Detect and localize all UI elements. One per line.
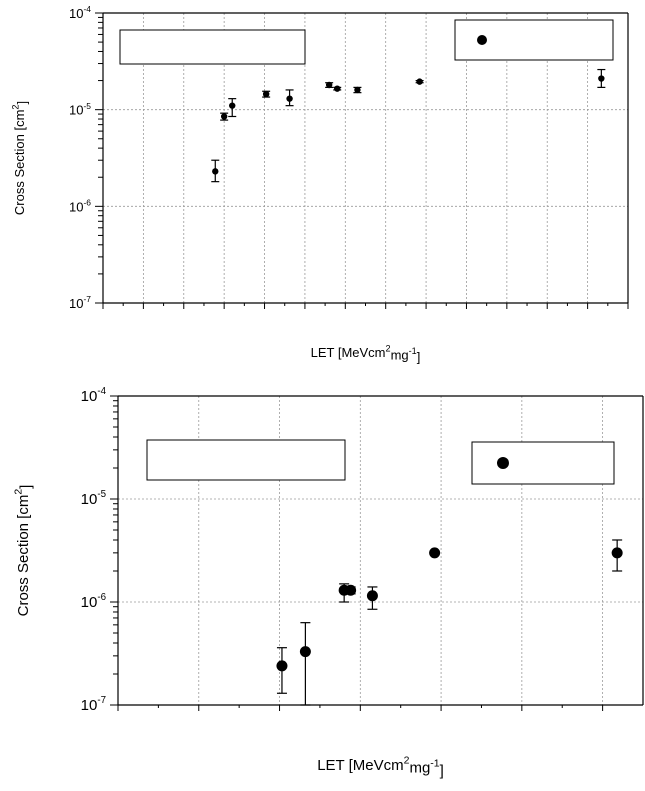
data-point — [220, 112, 229, 121]
legend-marker — [477, 35, 487, 45]
y-tick-label: 10-5 — [69, 101, 91, 118]
y-tick-label: 10-7 — [69, 294, 91, 311]
marker — [286, 95, 293, 102]
x-axis-label: LET [MeVcm2mg-1] — [317, 755, 444, 780]
marker — [262, 90, 270, 98]
x-axis-label: LET [MeVcm2mg-1] — [311, 344, 421, 365]
data-point — [262, 90, 271, 98]
y-tick-label: 10-6 — [81, 592, 106, 611]
y-axis-label: Cross Section [cm2] — [11, 101, 30, 215]
data-point — [429, 547, 441, 559]
data-point — [211, 159, 220, 183]
marker — [334, 85, 341, 92]
data-point — [345, 584, 357, 596]
data-point — [353, 86, 362, 94]
data-point — [611, 539, 623, 572]
data-point — [597, 68, 606, 88]
chart-0to1: 10-4 10-5 10-6 10-7 LET [MeVcm2mg-1] Cross Se… — [13, 386, 644, 780]
marker — [212, 168, 219, 175]
marker — [276, 660, 288, 672]
y-tick-label: 10-5 — [81, 489, 107, 508]
data-point — [285, 89, 294, 107]
data-point — [276, 647, 288, 694]
data-point — [299, 622, 311, 706]
data-point — [366, 586, 378, 610]
legend-marker — [497, 457, 509, 469]
marker — [429, 547, 441, 559]
marker — [366, 590, 378, 602]
marker — [611, 547, 623, 559]
data-point — [333, 85, 342, 92]
marker — [229, 102, 236, 109]
marker — [325, 81, 333, 89]
y-tick-label: 10-4 — [69, 4, 91, 21]
marker — [299, 646, 311, 658]
marker — [354, 86, 361, 94]
marker — [598, 75, 605, 82]
y-tick-label: 10-7 — [81, 695, 106, 714]
y-tick-label: 10-4 — [81, 386, 107, 405]
marker — [416, 78, 423, 85]
title-box — [146, 439, 346, 481]
y-axis-label: Cross Section [cm2] — [13, 485, 35, 617]
data-point — [325, 81, 334, 89]
data-point — [228, 98, 237, 118]
marker — [345, 584, 357, 596]
marker — [220, 113, 228, 120]
y-tick-label: 10-6 — [69, 197, 91, 214]
legend-box — [471, 441, 615, 485]
chart-1to0: 10-4 10-5 10-6 10-7 LET [MeVcm2mg-1] Cross Se… — [11, 4, 629, 365]
data-point — [415, 78, 424, 85]
title-box — [119, 29, 306, 65]
